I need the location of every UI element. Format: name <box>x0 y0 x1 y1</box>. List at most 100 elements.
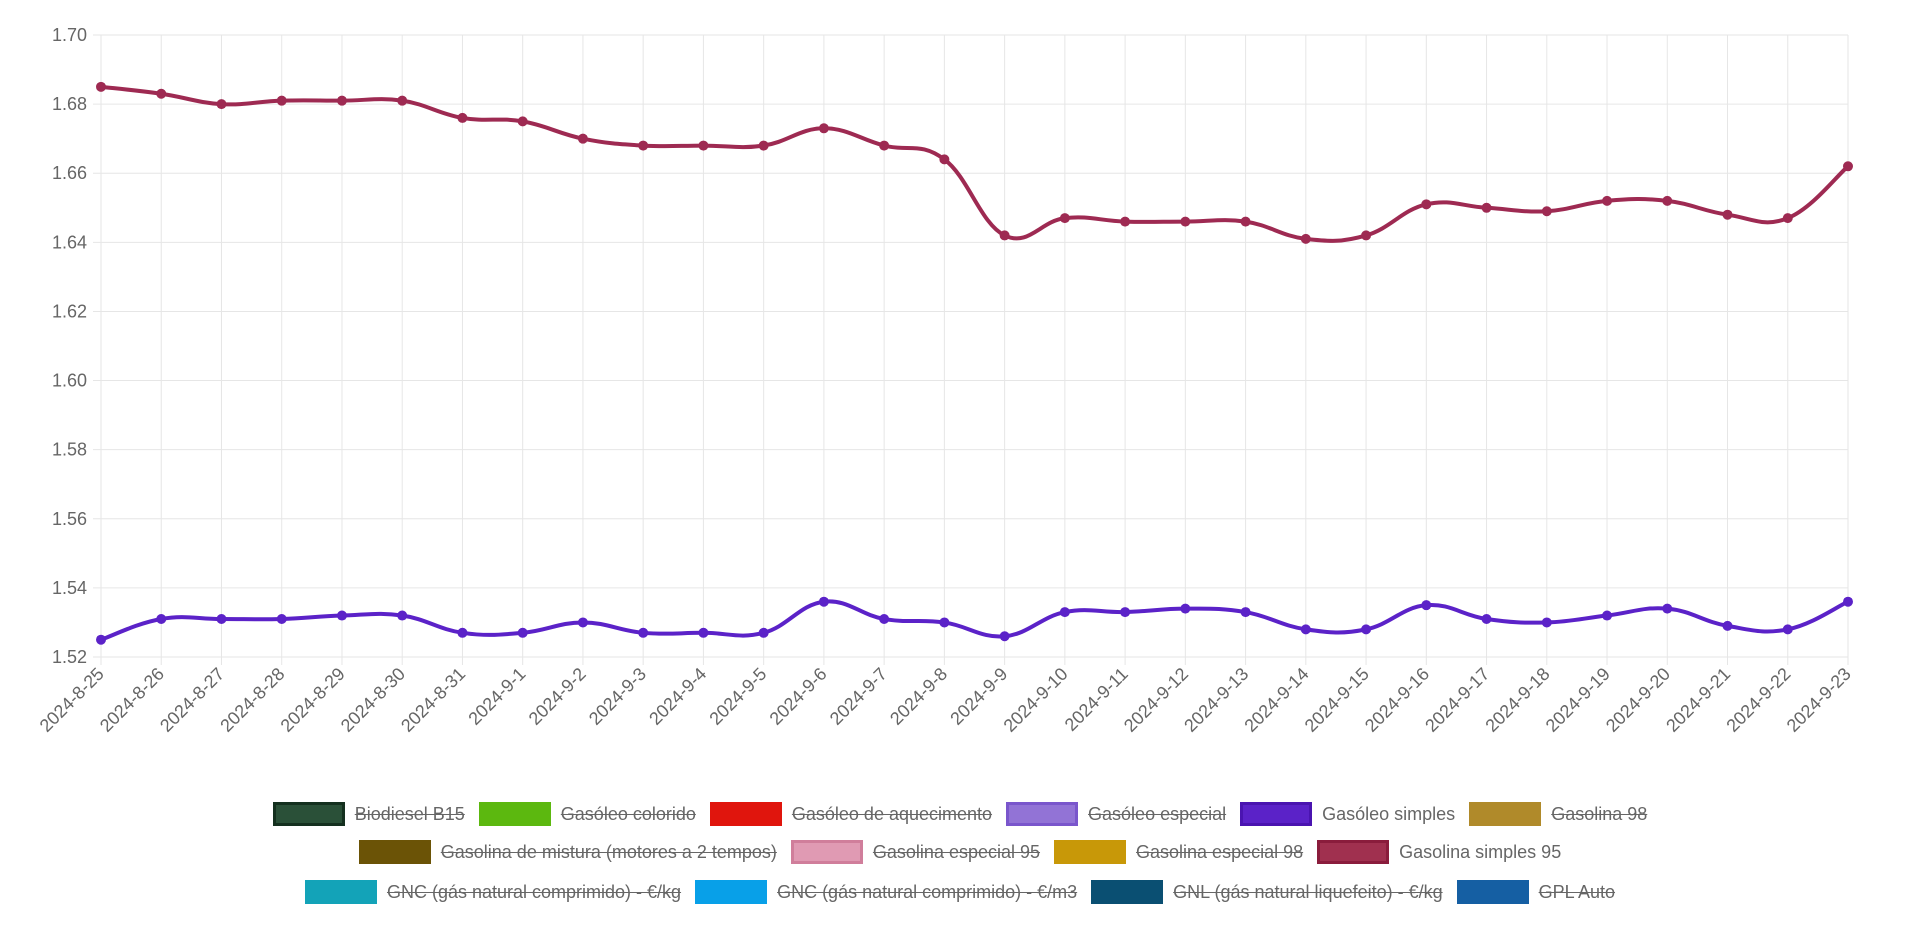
x-tick-label: 2024-9-20 <box>1602 664 1674 736</box>
legend-item[interactable]: GNC (gás natural comprimido) - €/kg <box>304 880 682 904</box>
y-tick-label: 1.66 <box>52 163 87 183</box>
data-point <box>1481 202 1492 213</box>
legend-item[interactable]: GPL Auto <box>1456 880 1616 904</box>
data-point <box>336 610 347 621</box>
data-point <box>818 596 829 607</box>
x-tick-label: 2024-9-22 <box>1722 664 1794 736</box>
data-point <box>1541 206 1552 217</box>
legend-item[interactable]: Gasolina especial 98 <box>1054 840 1303 864</box>
legend-item[interactable]: Gasóleo colorido <box>478 802 696 826</box>
legend-row: Biodiesel B15 Gasóleo colorido Gasóleo de … <box>0 802 1920 826</box>
x-tick-label: 2024-9-19 <box>1542 664 1614 736</box>
y-tick-label: 1.52 <box>52 647 87 667</box>
legend-item[interactable]: Gasóleo simples <box>1240 802 1455 826</box>
x-tick-label: 2024-9-7 <box>826 664 891 729</box>
legend-label: Gasóleo colorido <box>560 803 696 824</box>
series-line-gas-leo-simples <box>100 599 1849 642</box>
legend-swatch <box>1240 802 1313 826</box>
x-tick-label: 2024-9-8 <box>886 664 951 729</box>
x-tick-label: 2024-9-3 <box>585 664 650 729</box>
y-tick-label: 1.60 <box>52 371 87 391</box>
legend-label: GPL Auto <box>1538 881 1616 902</box>
legend-item[interactable]: Biodiesel B15 <box>272 802 465 826</box>
data-point <box>96 634 106 645</box>
legend-item[interactable]: GNL (gás natural liquefeito) - €/kg <box>1091 880 1443 904</box>
x-tick-label: 2024-8-27 <box>156 664 228 736</box>
y-tick-label: 1.56 <box>52 509 87 529</box>
data-point <box>1481 613 1492 624</box>
data-point <box>1300 624 1311 635</box>
data-point <box>999 230 1010 241</box>
data-point <box>1843 161 1853 172</box>
legend-label: Biodiesel B15 <box>354 803 465 824</box>
data-point <box>397 95 408 106</box>
legend-item[interactable]: GNC (gás natural comprimido) - €/m3 <box>695 880 1077 904</box>
legend-label: Gasóleo de aquecimento <box>791 803 993 824</box>
data-point <box>939 154 950 165</box>
data-point <box>1782 213 1793 224</box>
x-tick-label: 2024-9-15 <box>1301 664 1373 736</box>
x-tick-label: 2024-8-30 <box>337 664 409 736</box>
legend-item[interactable]: Gasóleo de aquecimento <box>709 802 993 826</box>
legend-item[interactable]: Gasolina simples 95 <box>1317 840 1561 864</box>
data-point <box>156 88 167 99</box>
legend-item[interactable]: Gasóleo especial <box>1006 802 1226 826</box>
data-point <box>276 95 287 106</box>
legend-item[interactable]: Gasolina de mistura (motores a 2 tempos) <box>358 840 777 864</box>
legend-label: Gasolina especial 98 <box>1136 841 1304 862</box>
data-point <box>1602 195 1613 206</box>
legend-label: GNC (gás natural comprimido) - €/kg <box>386 881 682 902</box>
x-tick-label: 2024-9-1 <box>464 664 529 729</box>
series-line-gasolina-simples-95 <box>100 84 1850 243</box>
data-point <box>698 140 709 151</box>
legend-label: Gasóleo simples <box>1322 803 1456 824</box>
legend-item[interactable]: Gasolina 98 <box>1469 802 1647 826</box>
x-tick-label: 2024-9-13 <box>1180 664 1252 736</box>
data-point <box>457 112 468 123</box>
data-point <box>1421 600 1432 611</box>
x-tick-label: 2024-9-4 <box>645 664 710 729</box>
y-tick-label: 1.62 <box>52 301 87 321</box>
data-point <box>1541 617 1552 628</box>
x-tick-label: 2024-8-31 <box>397 664 469 736</box>
data-point <box>1843 596 1853 607</box>
x-tick-label: 2024-9-2 <box>525 664 590 729</box>
x-tick-label: 2024-8-29 <box>277 664 349 736</box>
data-point <box>1782 624 1793 635</box>
y-tick-label: 1.54 <box>52 578 87 598</box>
x-tick-label: 2024-9-17 <box>1421 664 1493 736</box>
data-point <box>818 123 829 134</box>
data-point <box>276 613 287 624</box>
x-tick-label: 2024-9-16 <box>1361 664 1433 736</box>
data-point <box>879 613 890 624</box>
data-point <box>638 140 649 151</box>
legend-row: Gasolina de mistura (motores a 2 tempos)… <box>0 840 1920 864</box>
data-point <box>156 613 167 624</box>
data-point <box>1120 607 1131 618</box>
data-point <box>96 81 106 92</box>
x-tick-label: 2024-9-14 <box>1240 664 1312 736</box>
data-point <box>336 95 347 106</box>
legend-swatch <box>1006 802 1079 826</box>
legend-label: Gasolina de mistura (motores a 2 tempos) <box>440 841 777 862</box>
legend-swatch <box>1469 802 1542 826</box>
data-point <box>1240 216 1251 227</box>
data-point <box>698 627 709 638</box>
data-point <box>577 133 588 144</box>
x-tick-label: 2024-8-28 <box>216 664 288 736</box>
x-tick-label: 2024-9-10 <box>1000 664 1072 736</box>
legend-swatch <box>695 880 768 904</box>
x-tick-label: 2024-8-25 <box>36 664 108 736</box>
y-tick-label: 1.70 <box>52 25 87 45</box>
data-point <box>1059 213 1070 224</box>
legend-item[interactable]: Gasolina especial 95 <box>790 840 1040 864</box>
x-tick-label: 2024-8-26 <box>96 664 168 736</box>
x-tick-label: 2024-9-23 <box>1783 664 1855 736</box>
data-point <box>1240 607 1251 618</box>
data-point <box>1180 603 1191 614</box>
data-point <box>577 617 588 628</box>
y-tick-label: 1.68 <box>52 94 87 114</box>
y-tick-label: 1.58 <box>52 440 87 460</box>
legend-swatch <box>478 802 551 826</box>
data-point <box>216 99 227 110</box>
